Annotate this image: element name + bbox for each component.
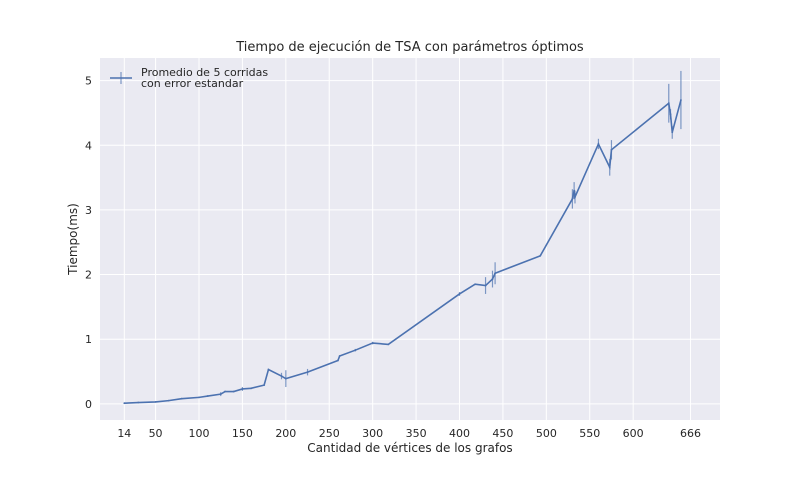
data-point (610, 148, 613, 151)
x-tick-label: 200 (275, 427, 296, 440)
y-tick-label: 1 (85, 333, 92, 346)
data-point (154, 401, 157, 403)
legend-label-line-2: con error estandar (141, 77, 244, 90)
x-tick-label: 550 (579, 427, 600, 440)
x-tick-label: 300 (362, 427, 383, 440)
x-tick-label: 50 (149, 427, 163, 440)
x-tick-label: 14 (117, 427, 131, 440)
data-point (280, 375, 283, 377)
x-tick-label: 500 (536, 427, 557, 440)
x-tick-label: 666 (680, 427, 701, 440)
data-point (180, 397, 183, 400)
data-point (337, 359, 339, 362)
x-axis-label: Cantidad de vértices de los grafos (307, 441, 512, 455)
data-point (680, 99, 682, 101)
data-point (137, 401, 140, 404)
data-point (219, 393, 222, 396)
data-point (491, 278, 494, 280)
y-tick-label: 3 (85, 204, 92, 217)
x-tick-label: 450 (492, 427, 513, 440)
grid (100, 58, 720, 420)
x-tick-label: 350 (406, 427, 427, 440)
data-point (608, 166, 611, 169)
data-point (667, 102, 670, 105)
chart-title: Tiempo de ejecución de TSA con parámetro… (235, 40, 584, 55)
y-tick-label: 5 (85, 75, 92, 88)
legend-label-line-1: Promedio de 5 corridas (141, 66, 268, 79)
data-point (241, 388, 244, 390)
data-point (250, 387, 252, 390)
series-line (124, 99, 682, 404)
data-point (494, 272, 496, 275)
data-point (474, 283, 477, 286)
legend: Promedio de 5 corridas con error estanda… (110, 66, 268, 90)
data-point (671, 131, 674, 134)
y-tick-label: 0 (85, 398, 92, 411)
data-point (574, 196, 576, 198)
data-point (484, 284, 487, 287)
data-points (123, 99, 682, 405)
data-point (338, 355, 341, 357)
data-point (354, 349, 357, 352)
data-point (387, 343, 390, 346)
data-point (123, 402, 126, 405)
data-point (458, 293, 461, 295)
data-point (306, 371, 309, 374)
data-point (167, 399, 170, 402)
plot-area (100, 58, 720, 420)
data-point (206, 395, 209, 397)
x-tick-label: 400 (449, 427, 470, 440)
y-tick-labels: 0 1 2 3 4 5 (85, 75, 92, 411)
data-point (669, 113, 672, 116)
data-point (267, 368, 270, 371)
x-tick-label: 100 (188, 427, 209, 440)
x-tick-label: 150 (232, 427, 253, 440)
data-point (571, 198, 574, 200)
data-point (224, 390, 226, 393)
data-point (539, 254, 542, 257)
data-point (232, 390, 235, 393)
data-point (371, 342, 374, 344)
x-tick-label: 600 (623, 427, 644, 440)
data-point (573, 189, 576, 192)
y-axis-label: Tiempo(ms) (66, 203, 80, 276)
x-tick-labels: 14 50 100 150 200 250 300 350 400 450 500 550 600 666 (117, 427, 701, 440)
data-point (198, 396, 200, 399)
data-point (597, 143, 600, 145)
y-tick-label: 2 (85, 269, 92, 282)
data-point (263, 384, 266, 386)
x-tick-label: 250 (319, 427, 340, 440)
data-point (284, 377, 287, 380)
y-tick-label: 4 (85, 139, 92, 152)
